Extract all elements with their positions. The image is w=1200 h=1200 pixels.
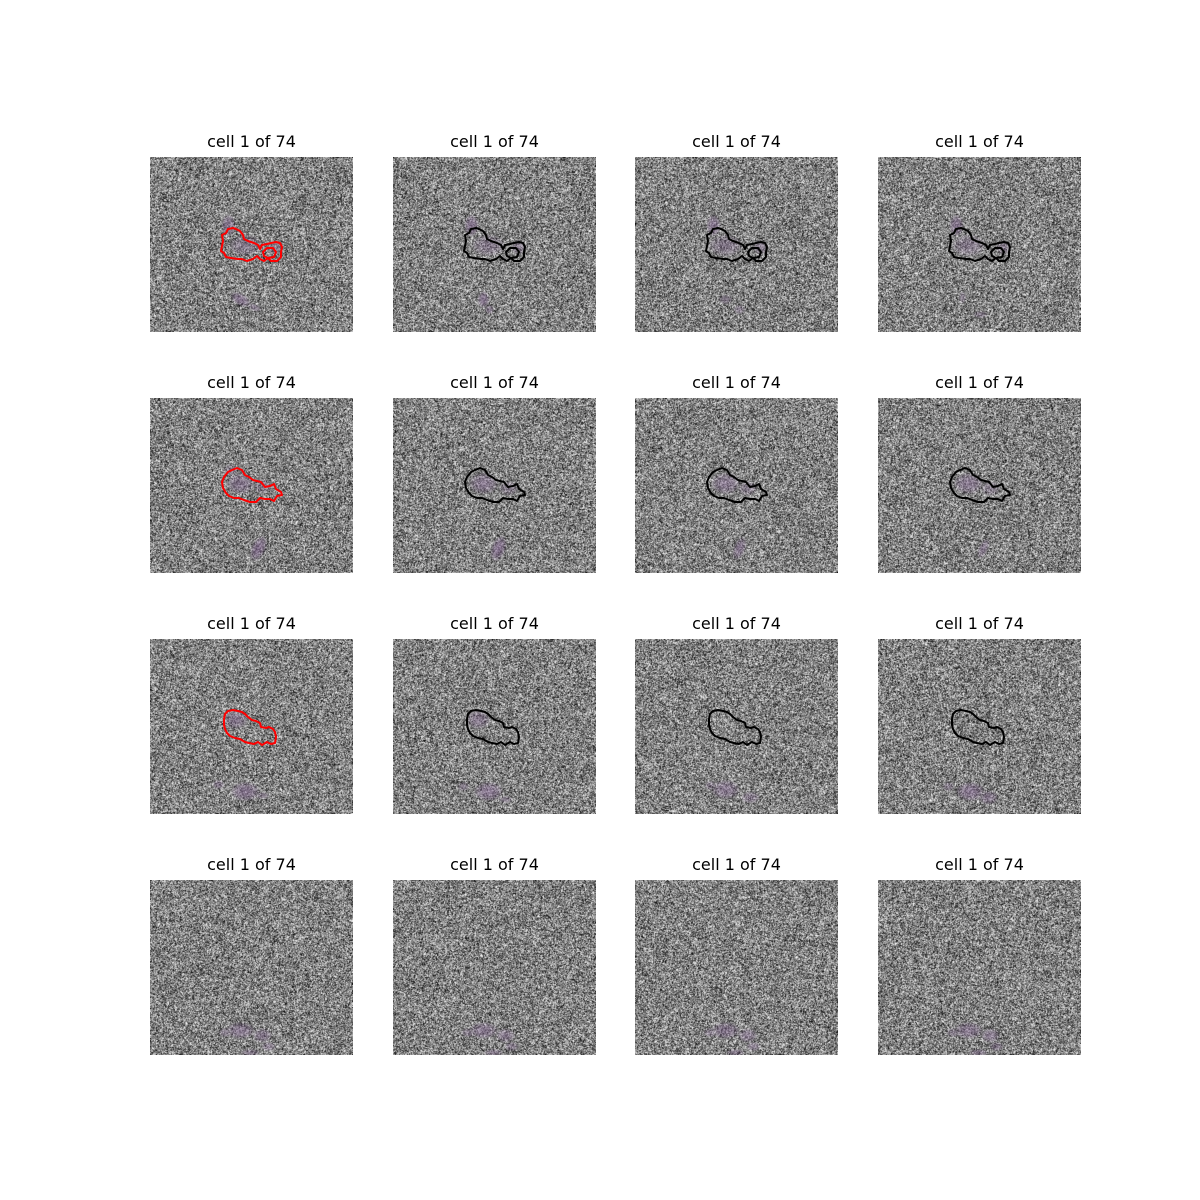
panel-title: cell 1 of 74 (207, 614, 296, 633)
microscopy-image (393, 398, 596, 573)
microscopy-image (150, 639, 353, 814)
microscopy-image (635, 157, 838, 332)
microscopy-image (150, 157, 353, 332)
panel-title: cell 1 of 74 (692, 855, 781, 874)
panel-title: cell 1 of 74 (450, 614, 539, 633)
panel-title: cell 1 of 74 (692, 614, 781, 633)
panel-title: cell 1 of 74 (935, 614, 1024, 633)
panel-title: cell 1 of 74 (450, 855, 539, 874)
panel-title: cell 1 of 74 (935, 132, 1024, 151)
panel-title: cell 1 of 74 (207, 132, 296, 151)
panel-title: cell 1 of 74 (692, 373, 781, 392)
panel-title: cell 1 of 74 (935, 373, 1024, 392)
microscopy-image (393, 157, 596, 332)
microscopy-image (393, 639, 596, 814)
microscopy-image (878, 880, 1081, 1055)
panel-title: cell 1 of 74 (450, 373, 539, 392)
microscopy-image (878, 639, 1081, 814)
panel-title: cell 1 of 74 (692, 132, 781, 151)
microscopy-image (878, 157, 1081, 332)
microscopy-image (635, 880, 838, 1055)
microscopy-image (878, 398, 1081, 573)
microscopy-image (393, 880, 596, 1055)
panel-title: cell 1 of 74 (450, 132, 539, 151)
panel-title: cell 1 of 74 (207, 373, 296, 392)
panel-title: cell 1 of 74 (207, 855, 296, 874)
microscopy-image (150, 880, 353, 1055)
panel-title: cell 1 of 74 (935, 855, 1024, 874)
microscopy-image (635, 398, 838, 573)
microscopy-image (635, 639, 838, 814)
microscopy-image (150, 398, 353, 573)
